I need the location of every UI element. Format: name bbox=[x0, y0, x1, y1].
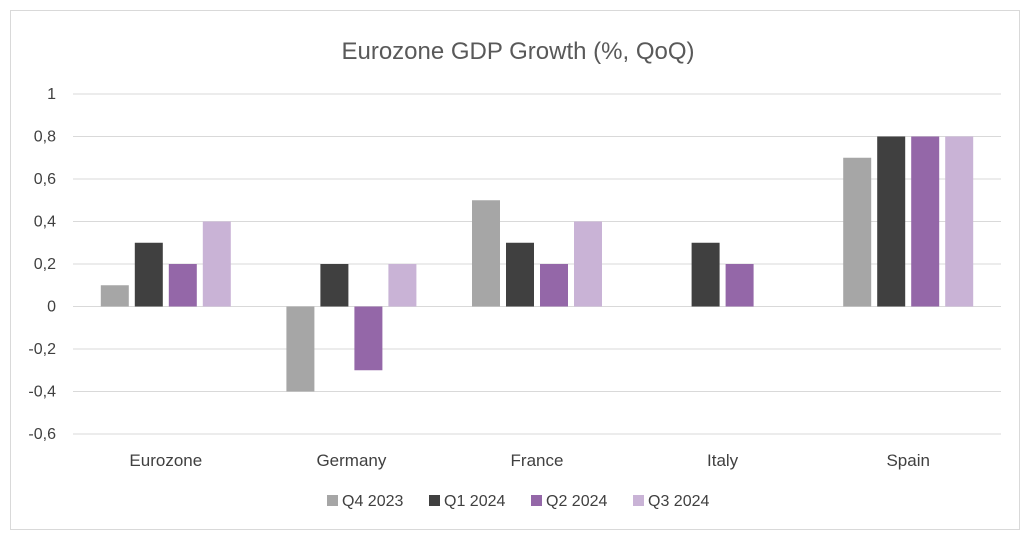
x-axis-category-labels: Eurozone Germany France Italy Spain bbox=[129, 451, 930, 470]
bar-germany-q2-2024 bbox=[354, 306, 383, 371]
legend-label: Q1 2024 bbox=[444, 493, 505, 510]
bar-spain-q3-2024 bbox=[945, 136, 974, 307]
y-tick-label: 0 bbox=[47, 299, 56, 316]
y-tick-label: 0,2 bbox=[34, 256, 56, 273]
x-category-label: France bbox=[511, 451, 564, 470]
bar-france-q4-2023 bbox=[472, 200, 500, 307]
chart-frame: Eurozone GDP Growth (%, QoQ) 1 0,8 0,6 0,4 0… bbox=[10, 10, 1020, 530]
x-category-label: Italy bbox=[707, 451, 739, 470]
x-category-label: Germany bbox=[316, 451, 386, 470]
bar-eurozone-q3-2024 bbox=[202, 221, 231, 307]
bar-italy-q2-2024 bbox=[725, 264, 754, 307]
legend-swatch bbox=[429, 495, 440, 506]
y-tick-label: -0,6 bbox=[28, 426, 56, 443]
y-tick-label: 1 bbox=[47, 86, 56, 103]
legend-swatch bbox=[327, 495, 338, 506]
y-tick-label: 0,8 bbox=[34, 129, 56, 146]
y-tick-label: 0,4 bbox=[34, 214, 56, 231]
bar-germany-q1-2024 bbox=[320, 264, 349, 307]
chart-title: Eurozone GDP Growth (%, QoQ) bbox=[341, 38, 694, 65]
legend-swatch bbox=[531, 495, 542, 506]
bar-eurozone-q4-2023 bbox=[100, 285, 129, 307]
bar-italy-q1-2024 bbox=[691, 242, 720, 307]
y-tick-label: 0,6 bbox=[34, 171, 56, 188]
bar-spain-q4-2023 bbox=[843, 157, 872, 307]
x-category-label: Eurozone bbox=[129, 451, 202, 470]
y-tick-label: -0,2 bbox=[28, 341, 56, 358]
bar-chart: Eurozone GDP Growth (%, QoQ) 1 0,8 0,6 0,4 0… bbox=[28, 38, 1001, 510]
bar-spain-q2-2024 bbox=[911, 136, 940, 307]
legend: Q4 2023 Q1 2024 Q2 2024 Q3 2024 bbox=[327, 493, 709, 510]
legend-label: Q2 2024 bbox=[546, 493, 607, 510]
bar-germany-q3-2024 bbox=[388, 264, 417, 307]
bar-eurozone-q2-2024 bbox=[168, 264, 197, 307]
legend-label: Q3 2024 bbox=[648, 493, 709, 510]
y-axis-tick-labels: 1 0,8 0,6 0,4 0,2 0 -0,2 -0,4 -0,6 bbox=[28, 86, 56, 443]
bar-france-q1-2024 bbox=[506, 242, 534, 307]
bar-germany-q4-2023 bbox=[286, 306, 315, 392]
bar-france-q3-2024 bbox=[574, 221, 602, 307]
bars bbox=[100, 136, 974, 392]
legend-label: Q4 2023 bbox=[342, 493, 403, 510]
bar-france-q2-2024 bbox=[540, 264, 568, 307]
y-tick-label: -0,4 bbox=[28, 384, 56, 401]
bar-spain-q1-2024 bbox=[877, 136, 906, 307]
legend-swatch bbox=[633, 495, 644, 506]
x-category-label: Spain bbox=[886, 451, 929, 470]
bar-eurozone-q1-2024 bbox=[134, 242, 163, 307]
